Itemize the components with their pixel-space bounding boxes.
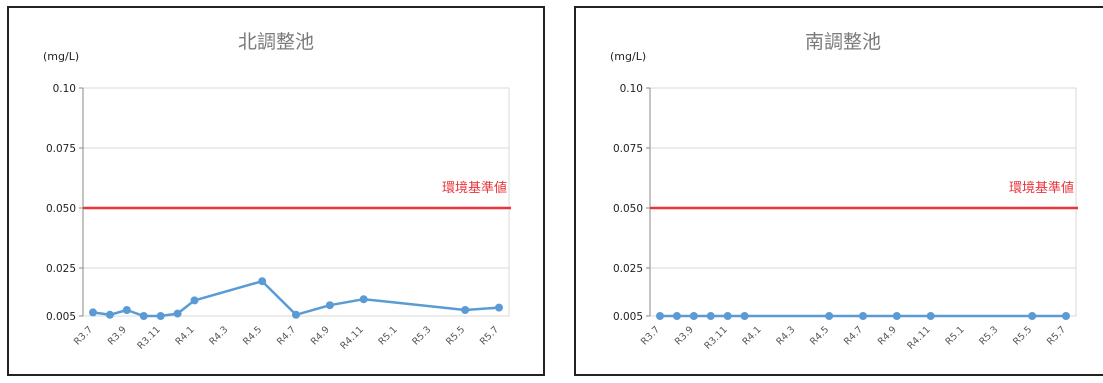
- data-point: [105, 310, 114, 319]
- data-point: [292, 310, 300, 319]
- data-point: [723, 312, 732, 320]
- x-tick-label: R4.5: [808, 324, 831, 347]
- chart-title: 北調整池: [238, 31, 314, 53]
- data-point: [461, 306, 470, 314]
- x-tick-label: R4.9: [876, 324, 899, 347]
- chart-panel-south: 南調整池 (mg/L) 0.10 0.075 0.050 0.025 0.005 R3.7 R3…: [574, 6, 1103, 376]
- data-point: [1028, 312, 1037, 320]
- data-point: [495, 303, 503, 312]
- x-tick-label: R5.7: [478, 324, 501, 347]
- x-tick-label: R4.5: [241, 324, 264, 347]
- reference-line-label: 環境基準値: [1009, 180, 1074, 196]
- data-point: [859, 312, 867, 320]
- data-point: [1062, 312, 1070, 320]
- chart-title: 南調整池: [805, 31, 881, 53]
- x-tick-label: R4.1: [173, 324, 196, 347]
- data-point: [359, 295, 368, 304]
- data-point: [740, 312, 749, 320]
- plot-area: [649, 87, 1077, 317]
- x-tick-label: R4.1: [740, 324, 763, 347]
- y-tick-label: 0.005: [613, 311, 643, 323]
- y-tick-label: 0.10: [620, 83, 643, 95]
- y-unit-label: (mg/L): [43, 50, 79, 63]
- y-tick-label: 0.005: [46, 311, 76, 323]
- x-tick-label: R5.3: [410, 324, 433, 347]
- y-tick-label: 0.025: [46, 263, 76, 275]
- x-tick-label: R4.11: [905, 324, 932, 351]
- x-tick-label: R3.7: [72, 324, 95, 347]
- x-tick-label: R3.7: [639, 324, 662, 347]
- data-point: [173, 309, 182, 318]
- x-tick-label: R4.11: [338, 324, 365, 351]
- y-tick-label: 0.10: [53, 83, 76, 95]
- data-point: [258, 277, 267, 286]
- data-point: [892, 312, 901, 320]
- data-point: [672, 312, 681, 320]
- data-point: [656, 312, 664, 320]
- y-tick-label: 0.050: [613, 203, 643, 215]
- x-tick-label: R5.5: [444, 324, 467, 347]
- x-tick-label: R3.9: [673, 324, 696, 347]
- plot-area: [82, 87, 510, 317]
- data-point: [825, 312, 834, 320]
- data-point: [926, 312, 935, 320]
- y-unit-label: (mg/L): [610, 50, 646, 63]
- x-tick-label: R4.9: [309, 324, 332, 347]
- x-tick-label: R5.3: [977, 324, 1000, 347]
- y-tick-label: 0.075: [46, 143, 76, 155]
- x-tick-label: R3.11: [135, 324, 162, 351]
- x-tick-label: R5.5: [1011, 324, 1034, 347]
- x-tick-label: R4.3: [207, 324, 230, 347]
- x-tick-label: R3.11: [702, 324, 729, 351]
- y-tick-label: 0.025: [613, 263, 643, 275]
- x-tick-label: R3.9: [106, 324, 129, 347]
- chart-panel-north: 北調整池 (mg/L) 0.10 0.075 0.050 0.025 0.005 R3.7 R3…: [7, 6, 545, 376]
- data-point: [325, 301, 334, 310]
- x-tick-label: R5.1: [376, 324, 399, 347]
- data-point: [689, 312, 698, 320]
- data-point: [89, 308, 97, 317]
- x-tick-label: R4.7: [275, 324, 298, 347]
- x-tick-label: R5.1: [943, 324, 966, 347]
- series-line: [92, 279, 500, 318]
- data-point: [139, 312, 148, 320]
- data-point: [156, 312, 165, 320]
- data-point: [190, 296, 199, 305]
- y-tick-label: 0.075: [613, 143, 643, 155]
- x-tick-label: R5.7: [1045, 324, 1068, 347]
- data-point: [706, 312, 715, 320]
- x-tick-label: R4.3: [774, 324, 797, 347]
- y-tick-label: 0.050: [46, 203, 76, 215]
- data-point: [122, 306, 131, 314]
- reference-line-label: 環境基準値: [442, 180, 507, 196]
- x-tick-label: R4.7: [842, 324, 865, 347]
